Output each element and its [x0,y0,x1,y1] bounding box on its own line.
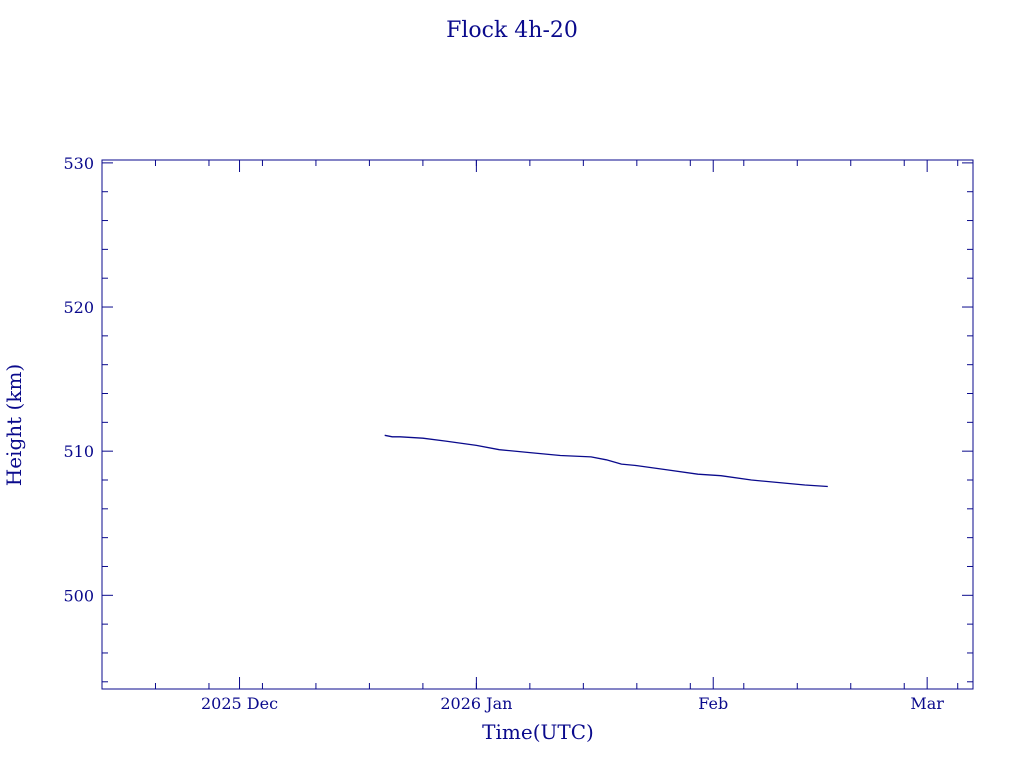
y-tick-label: 520 [63,298,94,317]
chart-title: Flock 4h-20 [446,18,578,43]
y-tick-label: 510 [63,442,94,461]
series-group [384,434,828,488]
x-tick-labels: 2025 Dec 2026 Jan Feb Mar [201,694,944,713]
axis-ticks [102,160,973,689]
height-series-line [384,434,828,488]
x-axis-label: Time(UTC) [482,720,594,744]
plot-axes [101,159,974,690]
y-axis-label: Height (km) [2,364,26,486]
y-tick-labels: 500 510 520 530 [63,154,94,605]
x-tick-label: 2026 Jan [440,694,512,713]
y-tick-label: 500 [63,586,94,605]
x-tick-label: Mar [910,694,944,713]
y-tick-label: 530 [63,154,94,173]
x-tick-label: Feb [698,694,728,713]
x-tick-label: 2025 Dec [201,694,278,713]
plot-frame [101,159,974,690]
